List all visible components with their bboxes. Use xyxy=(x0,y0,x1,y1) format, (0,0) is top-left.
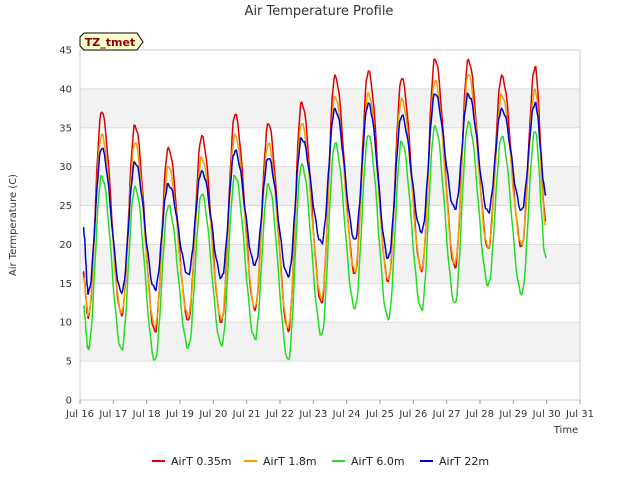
axis-ticks: 0 5 10 15 20 25 30 35 40 45 Jul 16 Jul 17 Jul 18 Jul … xyxy=(59,46,594,421)
x-tick-label: Jul 24 xyxy=(332,409,361,420)
x-tick-label: Jul 26 xyxy=(398,409,427,420)
x-tick-label: Jul 22 xyxy=(265,409,294,420)
x-axis-label: Time xyxy=(553,425,578,436)
plot-band xyxy=(80,322,580,362)
y-tick-label: 25 xyxy=(59,201,72,212)
x-tick-label: Jul 20 xyxy=(198,409,227,420)
x-tick-label: Jul 16 xyxy=(65,409,94,420)
plot-band xyxy=(80,50,580,89)
plot-band xyxy=(80,244,580,284)
plot-frame xyxy=(79,49,581,401)
x-tick-label: Jul 28 xyxy=(465,409,494,420)
y-tick-label: 15 xyxy=(59,279,72,290)
series-line xyxy=(82,120,547,361)
x-tick-label: Jul 25 xyxy=(365,409,394,420)
plot-band xyxy=(80,361,580,400)
x-tick-label: Jul 29 xyxy=(498,409,527,420)
x-tick-label: Jul 31 xyxy=(565,409,594,420)
y-tick-label: 20 xyxy=(59,240,72,251)
x-tick-label: Jul 18 xyxy=(132,409,161,420)
x-tick-label: Jul 27 xyxy=(432,409,461,420)
x-tick-label: Jul 19 xyxy=(165,409,194,420)
series-line xyxy=(82,74,547,329)
x-tick-label: Jul 17 xyxy=(98,409,127,420)
series-line xyxy=(82,92,547,296)
y-tick-label: 30 xyxy=(59,162,72,173)
series-lines xyxy=(82,58,547,361)
legend-label: AirT 22m xyxy=(439,455,489,468)
tag-label: TZ_tmet xyxy=(85,36,135,49)
y-tick-label: 40 xyxy=(59,84,72,95)
tag-box: TZ_tmet xyxy=(79,32,144,51)
y-tick-label: 0 xyxy=(66,396,72,407)
legend: AirT 0.35m AirT 1.8m AirT 6.0m AirT 22m xyxy=(152,455,489,468)
y-tick-label: 45 xyxy=(59,46,72,57)
y-axis-label: Air Termperature (C) xyxy=(8,174,19,276)
y-tick-label: 35 xyxy=(59,123,72,134)
chart-title: Air Temperature Profile xyxy=(245,4,394,19)
legend-label: AirT 1.8m xyxy=(263,455,317,468)
legend-label: AirT 6.0m xyxy=(351,455,405,468)
x-tick-label: Jul 23 xyxy=(298,409,327,420)
plot-band xyxy=(80,283,580,323)
x-tick-label: Jul 30 xyxy=(532,409,561,420)
series-line xyxy=(82,58,547,333)
legend-label: AirT 0.35m xyxy=(171,455,232,468)
tag-box-shape xyxy=(79,32,144,51)
x-tick-label: Jul 21 xyxy=(232,409,261,420)
y-tick-label: 5 xyxy=(66,357,72,368)
y-tick-label: 10 xyxy=(59,318,72,329)
